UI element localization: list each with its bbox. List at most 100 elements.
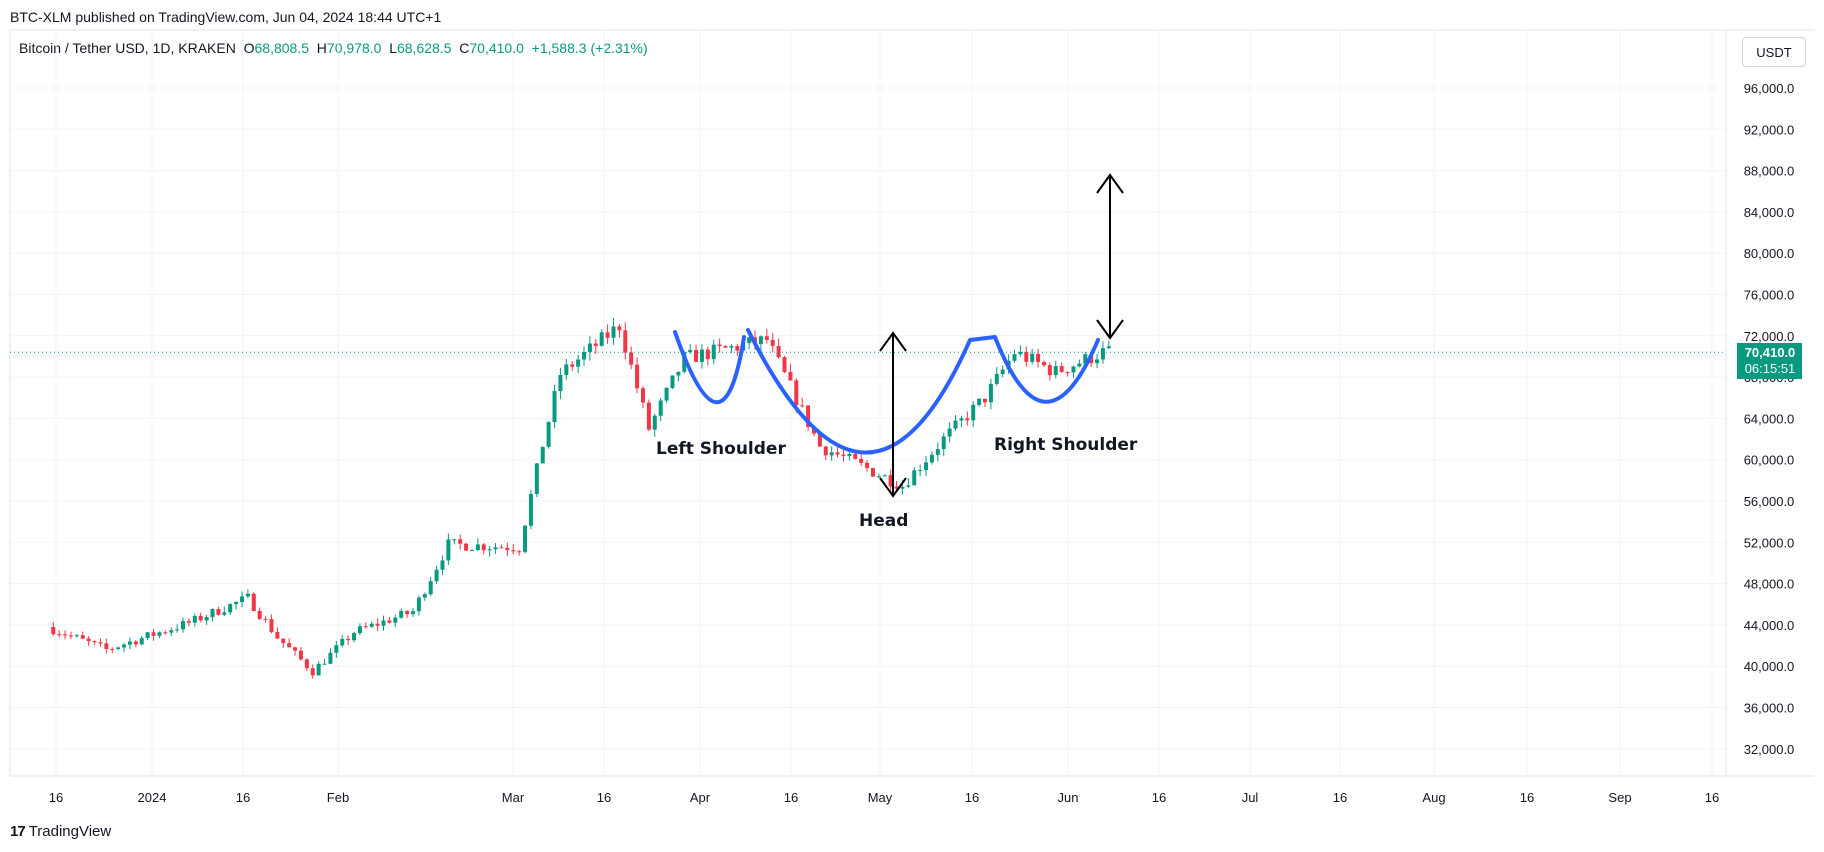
candle-up bbox=[416, 597, 421, 612]
axes: 96,000.0 92,000.0 88,000.0 84,000.0 80,000.0… bbox=[9, 29, 1814, 805]
candle-up bbox=[1030, 353, 1035, 362]
candle-up bbox=[422, 594, 427, 598]
countdown-value: 06:15:51 bbox=[1745, 361, 1796, 376]
candle-up bbox=[652, 415, 657, 430]
candle-up bbox=[1012, 354, 1017, 361]
candle-up bbox=[959, 418, 964, 421]
pattern-curve bbox=[746, 328, 972, 455]
x-tick-label: Apr bbox=[690, 790, 711, 805]
y-tick-label: 32,000.0 bbox=[1744, 742, 1795, 757]
candle-down bbox=[198, 615, 203, 621]
candle-down bbox=[1065, 371, 1070, 373]
candle-up bbox=[994, 373, 999, 384]
candle-up bbox=[988, 383, 993, 403]
candle-up bbox=[688, 350, 693, 353]
candle-up bbox=[1106, 346, 1111, 349]
y-tick-label: 44,000.0 bbox=[1744, 618, 1795, 633]
candle-down bbox=[375, 623, 380, 626]
x-tick-label: 16 bbox=[49, 790, 63, 805]
annotation-head: Head bbox=[859, 511, 908, 531]
candle-down bbox=[770, 339, 775, 346]
candle-down bbox=[251, 593, 256, 611]
x-tick-label: 16 bbox=[1705, 790, 1719, 805]
candle-up bbox=[947, 428, 952, 437]
candle-up bbox=[658, 400, 663, 416]
candle-down bbox=[281, 638, 286, 644]
footer-brand[interactable]: 17 TradingView bbox=[10, 823, 111, 840]
candle-down bbox=[735, 346, 740, 351]
candle-down bbox=[570, 364, 575, 367]
candle-up bbox=[971, 404, 976, 421]
candle-up bbox=[493, 547, 498, 550]
y-tick-label: 56,000.0 bbox=[1744, 494, 1795, 509]
y-tick-label: 36,000.0 bbox=[1744, 701, 1795, 716]
candle-down bbox=[640, 388, 645, 403]
candle-down bbox=[505, 547, 510, 551]
candle-up bbox=[369, 623, 374, 627]
x-tick-label: 16 bbox=[965, 790, 979, 805]
candle-down bbox=[983, 398, 988, 403]
candle-down bbox=[110, 648, 115, 650]
candle-down bbox=[186, 621, 191, 623]
y-tick-label: 80,000.0 bbox=[1744, 246, 1795, 261]
y-tick-label: 96,000.0 bbox=[1744, 81, 1795, 96]
x-tick-label: 16 bbox=[236, 790, 250, 805]
currency-button[interactable]: USDT bbox=[1742, 37, 1806, 67]
annotation-left-shoulder: Left Shoulder bbox=[656, 439, 786, 459]
candle-down bbox=[80, 635, 85, 639]
candle-down bbox=[1047, 365, 1052, 376]
candle-up bbox=[169, 630, 174, 633]
x-tick-label: May bbox=[868, 790, 893, 805]
candle-down bbox=[1036, 353, 1041, 362]
candle-up bbox=[157, 632, 162, 636]
candle-up bbox=[699, 349, 704, 362]
y-tick-label: 40,000.0 bbox=[1744, 659, 1795, 674]
symbol-title[interactable]: Bitcoin / Tether USD, 1D, KRAKEN bbox=[19, 40, 236, 56]
candle-up bbox=[452, 539, 457, 541]
candle-up bbox=[440, 560, 445, 570]
candle-down bbox=[363, 626, 368, 628]
candle-down bbox=[853, 453, 858, 459]
candle-down bbox=[86, 638, 91, 642]
y-tick-label: 64,000.0 bbox=[1744, 411, 1795, 426]
candle-up bbox=[876, 476, 881, 478]
candle-down bbox=[841, 454, 846, 456]
x-tick-label: Feb bbox=[327, 790, 349, 805]
candle-up bbox=[175, 629, 180, 631]
low-label: L bbox=[389, 40, 397, 56]
candle-down bbox=[151, 632, 156, 636]
open-label: O bbox=[243, 40, 255, 56]
candle-down bbox=[1041, 361, 1046, 366]
candle-up bbox=[334, 645, 339, 653]
candle-up bbox=[558, 374, 563, 392]
candle-up bbox=[711, 344, 716, 360]
candle-down bbox=[92, 641, 97, 643]
candle-up bbox=[399, 611, 404, 618]
candle-up bbox=[393, 617, 398, 623]
candle-up bbox=[729, 346, 734, 348]
candle-up bbox=[1077, 363, 1082, 367]
candle-down bbox=[605, 332, 610, 338]
candle-up bbox=[1000, 369, 1005, 374]
candle-down bbox=[63, 634, 68, 636]
candle-down bbox=[57, 634, 62, 636]
pattern-connector bbox=[969, 335, 996, 342]
candle-down bbox=[646, 402, 651, 430]
candle-down bbox=[464, 543, 469, 551]
y-tick-label: 76,000.0 bbox=[1744, 288, 1795, 303]
candle-down bbox=[794, 380, 799, 406]
candle-down bbox=[888, 475, 893, 487]
candle-down bbox=[865, 462, 870, 469]
high-value: 70,978.0 bbox=[326, 40, 382, 56]
candle-down bbox=[723, 346, 728, 348]
x-tick-label: 16 bbox=[784, 790, 798, 805]
candle-up bbox=[682, 352, 687, 372]
candle-up bbox=[546, 422, 551, 447]
candle-up bbox=[228, 604, 233, 613]
candle-down bbox=[517, 551, 522, 553]
candle-up bbox=[611, 326, 616, 338]
pattern-curve bbox=[993, 335, 1100, 404]
candle-up bbox=[906, 485, 911, 487]
candle-up bbox=[446, 539, 451, 561]
